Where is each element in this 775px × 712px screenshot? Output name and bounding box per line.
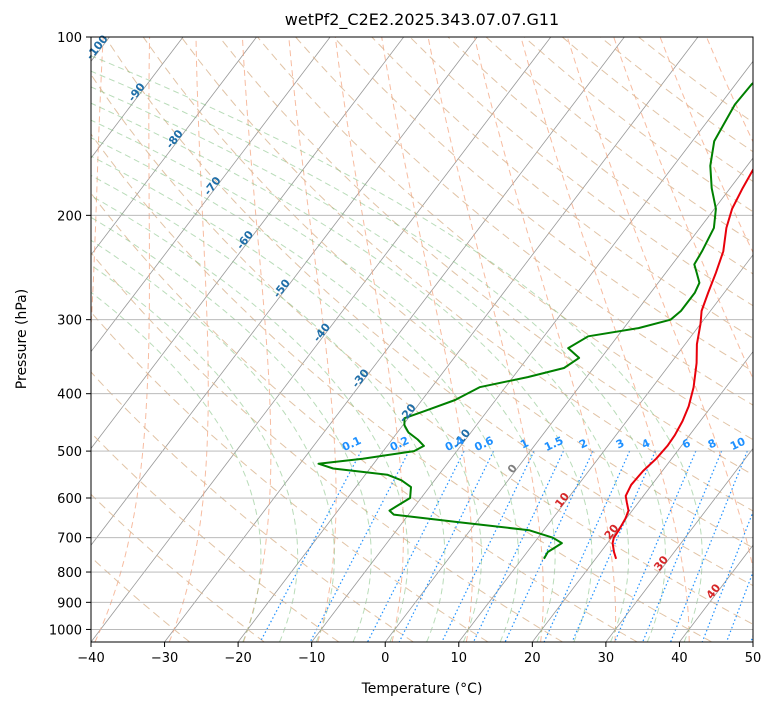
y-tick-label: 600 [57, 492, 82, 507]
y-tick-label: 800 [57, 566, 82, 581]
x-tick-label: 20 [524, 651, 541, 666]
x-tick-label: −10 [298, 651, 325, 666]
y-tick-label: 1000 [49, 623, 82, 638]
y-tick-label: 100 [57, 31, 82, 46]
y-tick-label: 700 [57, 532, 82, 547]
y-tick-label: 300 [57, 314, 82, 329]
y-axis-label: Pressure (hPa) [14, 289, 30, 389]
x-tick-label: 40 [671, 651, 688, 666]
x-axis-label: Temperature (°C) [361, 681, 483, 697]
y-tick-label: 500 [57, 445, 82, 460]
y-tick-label: 200 [57, 209, 82, 224]
chart-title: wetPf2_C2E2.2025.343.07.07.G11 [285, 10, 559, 30]
x-tick-label: 0 [381, 651, 389, 666]
x-tick-label: −40 [77, 651, 104, 666]
y-tick-label: 400 [57, 388, 82, 403]
x-tick-label: 30 [598, 651, 615, 666]
y-tick-label: 900 [57, 596, 82, 611]
x-tick-label: −20 [224, 651, 251, 666]
x-tick-label: 10 [451, 651, 468, 666]
x-tick-label: 50 [745, 651, 762, 666]
x-tick-label: −30 [151, 651, 178, 666]
